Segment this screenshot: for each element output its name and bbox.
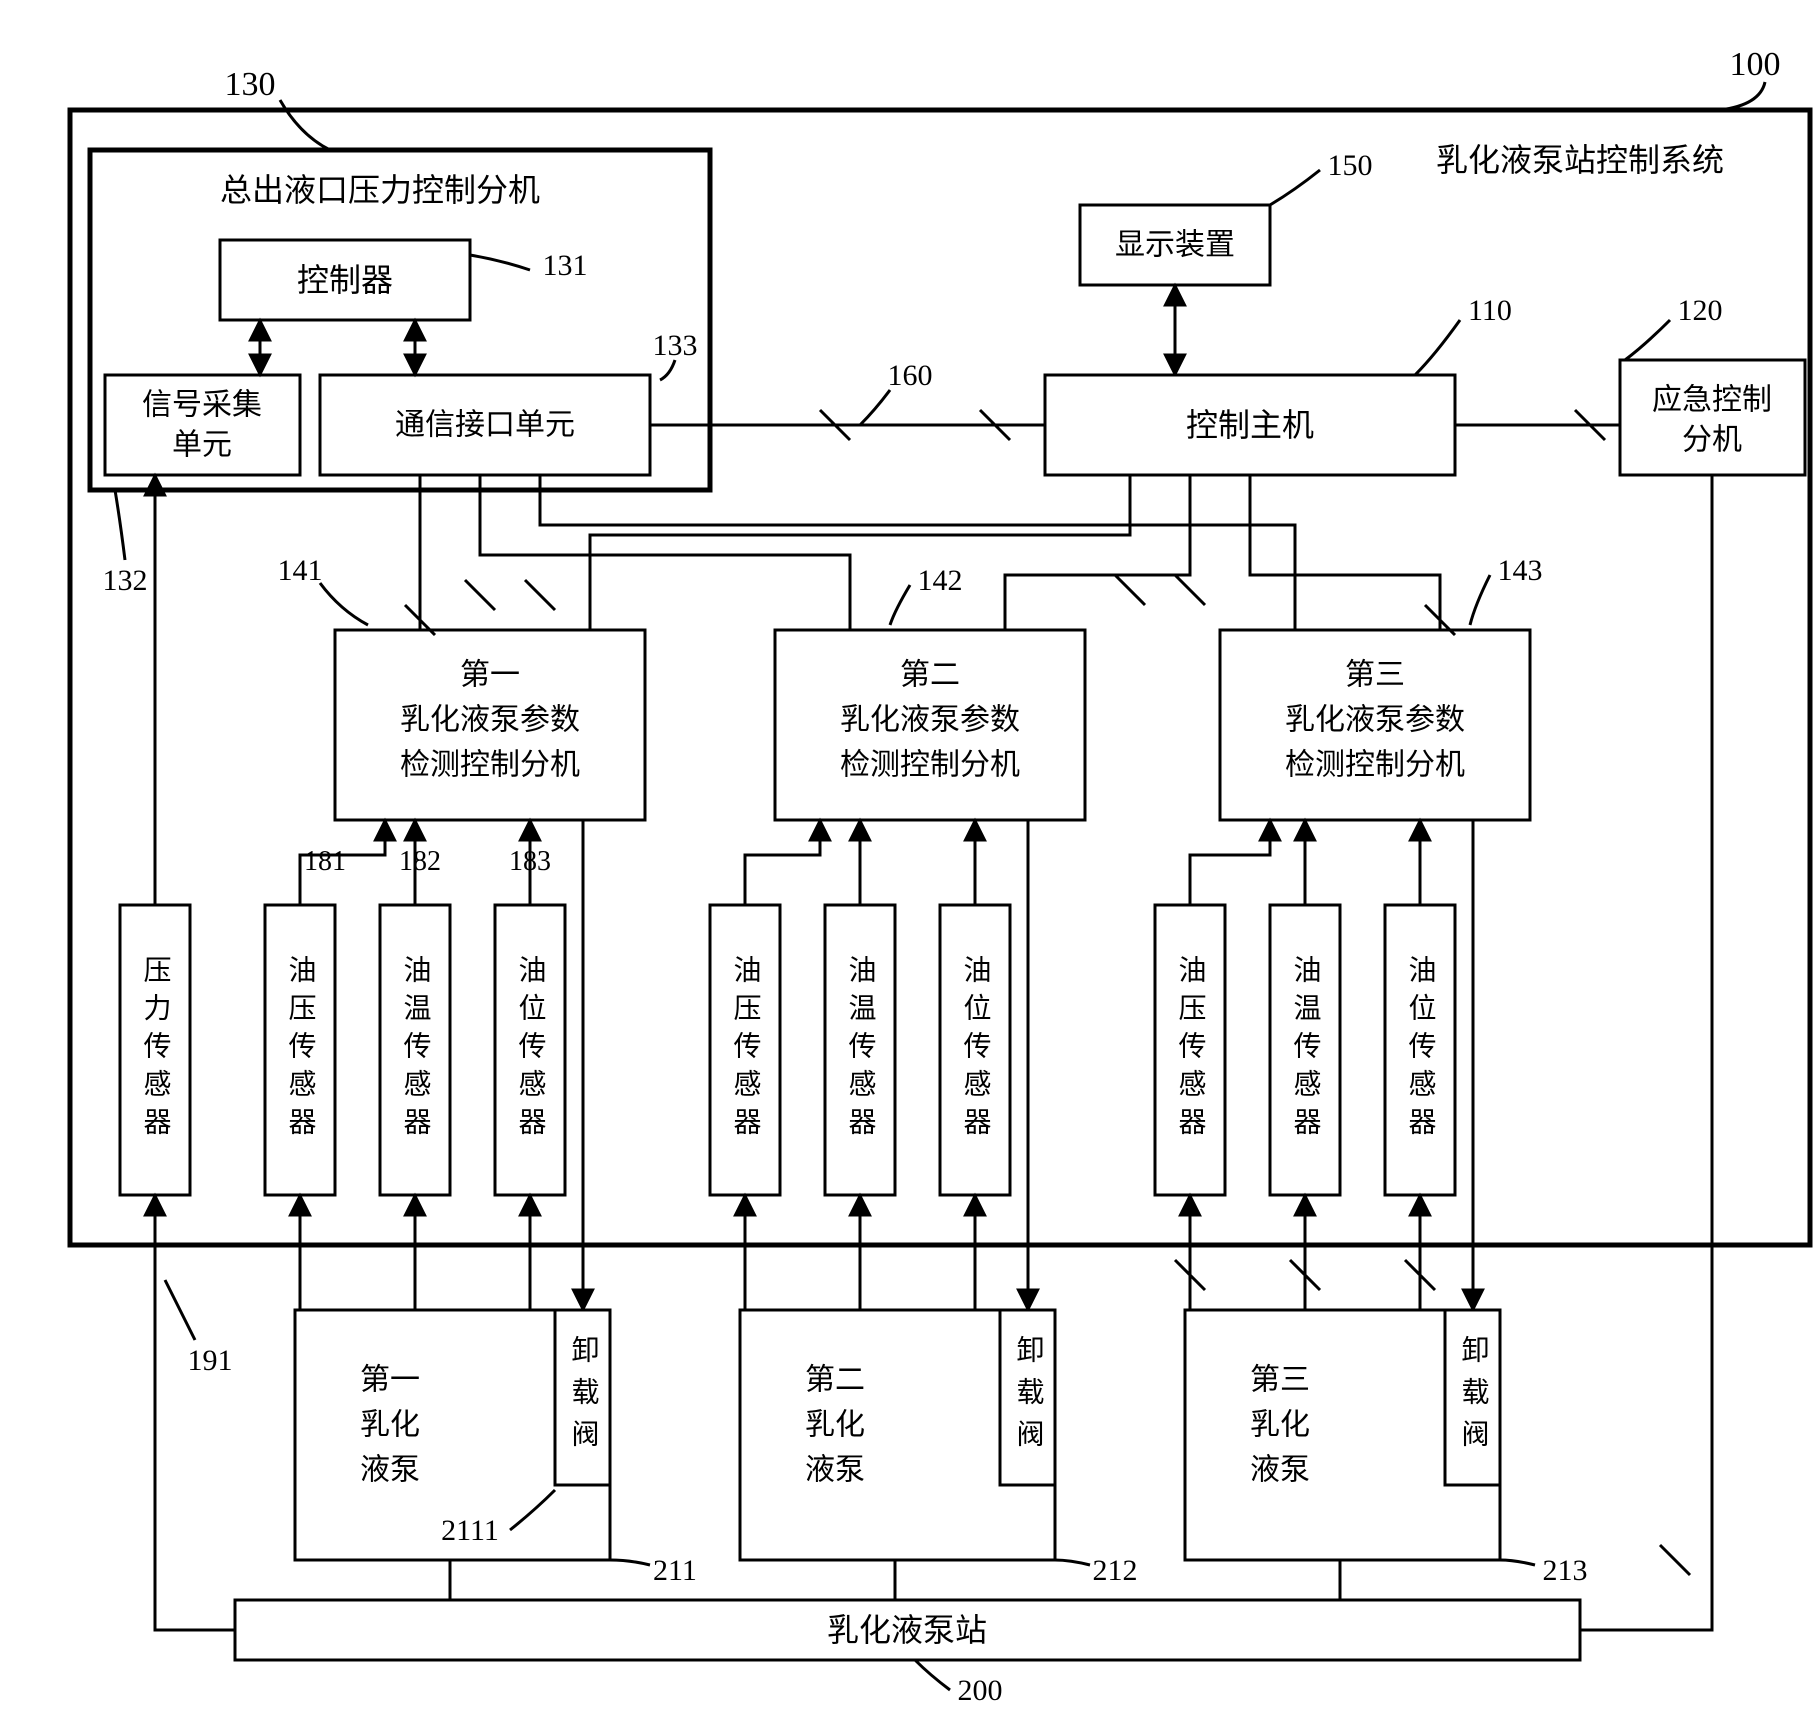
- label-120: 120: [1678, 294, 1723, 327]
- label-143: 143: [1498, 554, 1543, 587]
- title-120-l1: 应急控制: [1652, 384, 1772, 417]
- title-150: 显示装置: [1115, 229, 1235, 262]
- pump3-l3: 液泵: [1250, 1454, 1310, 1487]
- label-130: 130: [225, 66, 276, 103]
- svg-text:油位传感器: 油位传感器: [1405, 955, 1437, 1145]
- title-120-l2: 分机: [1682, 424, 1742, 457]
- title-132-l1: 信号采集: [142, 389, 262, 422]
- title-110: 控制主机: [1186, 407, 1314, 443]
- svg-text:油温传感器: 油温传感器: [845, 955, 877, 1145]
- label-183: 183: [509, 846, 551, 877]
- label-200: 200: [958, 1674, 1003, 1707]
- svg-text:油温传感器: 油温传感器: [400, 955, 432, 1145]
- 141-l3: 检测控制分机: [400, 749, 580, 782]
- title-131: 控制器: [297, 262, 393, 298]
- label-142: 142: [918, 564, 963, 597]
- svg-text:卸载阀: 卸载阀: [1013, 1335, 1045, 1461]
- label-160: 160: [888, 359, 933, 392]
- pump1-l3: 液泵: [360, 1454, 420, 1487]
- 141-l1: 第一: [460, 659, 520, 692]
- box-120: [1620, 360, 1805, 475]
- label-132: 132: [103, 564, 148, 597]
- 141-l2: 乳化液泵参数: [400, 704, 580, 737]
- label-182: 182: [399, 846, 441, 877]
- system-title: 乳化液泵站控制系统: [1436, 142, 1724, 178]
- svg-text:油压传感器: 油压传感器: [1175, 955, 1207, 1145]
- svg-text:油温传感器: 油温传感器: [1290, 955, 1322, 1145]
- svg-text:卸载阀: 卸载阀: [568, 1335, 600, 1461]
- pump1-l2: 乳化: [360, 1409, 420, 1442]
- label-133: 133: [653, 329, 698, 362]
- svg-text:油位传感器: 油位传感器: [960, 955, 992, 1145]
- pump3-l2: 乳化: [1250, 1409, 1310, 1442]
- svg-text:油压传感器: 油压传感器: [730, 955, 762, 1145]
- title-133: 通信接口单元: [395, 409, 575, 442]
- 142-l3: 检测控制分机: [840, 749, 1020, 782]
- 142-l1: 第二: [900, 659, 960, 692]
- 142-l2: 乳化液泵参数: [840, 704, 1020, 737]
- pump1-l1: 第一: [360, 1364, 420, 1397]
- title-132-l2: 单元: [172, 429, 232, 462]
- block-diagram: 100 乳化液泵站控制系统 130 总出液口压力控制分机 控制器 131 信号采…: [20, 20, 1816, 1707]
- svg-text:油位传感器: 油位传感器: [515, 955, 547, 1145]
- label-213: 213: [1543, 1554, 1588, 1587]
- label-110: 110: [1468, 294, 1512, 327]
- title-130: 总出液口压力控制分机: [220, 172, 540, 208]
- 143-l1: 第三: [1345, 659, 1405, 692]
- label-150: 150: [1328, 149, 1373, 182]
- pump2-l2: 乳化: [805, 1409, 865, 1442]
- label-100: 100: [1730, 46, 1781, 83]
- 143-l2: 乳化液泵参数: [1285, 704, 1465, 737]
- label-141: 141: [278, 554, 323, 587]
- pump2-l3: 液泵: [805, 1454, 865, 1487]
- label-211: 211: [653, 1554, 697, 1587]
- pump3-l1: 第三: [1250, 1364, 1310, 1397]
- svg-text:油压传感器: 油压传感器: [285, 955, 317, 1145]
- label-191: 191: [188, 1344, 233, 1377]
- label-131: 131: [543, 249, 588, 282]
- pump2-l1: 第二: [805, 1364, 865, 1397]
- station-title: 乳化液泵站: [827, 1612, 987, 1648]
- svg-text:压力传感器: 压力传感器: [140, 955, 172, 1145]
- label-212: 212: [1093, 1554, 1138, 1587]
- label-181: 181: [304, 846, 346, 877]
- label-2111: 2111: [441, 1514, 499, 1547]
- svg-text:卸载阀: 卸载阀: [1458, 1335, 1490, 1461]
- 143-l3: 检测控制分机: [1285, 749, 1465, 782]
